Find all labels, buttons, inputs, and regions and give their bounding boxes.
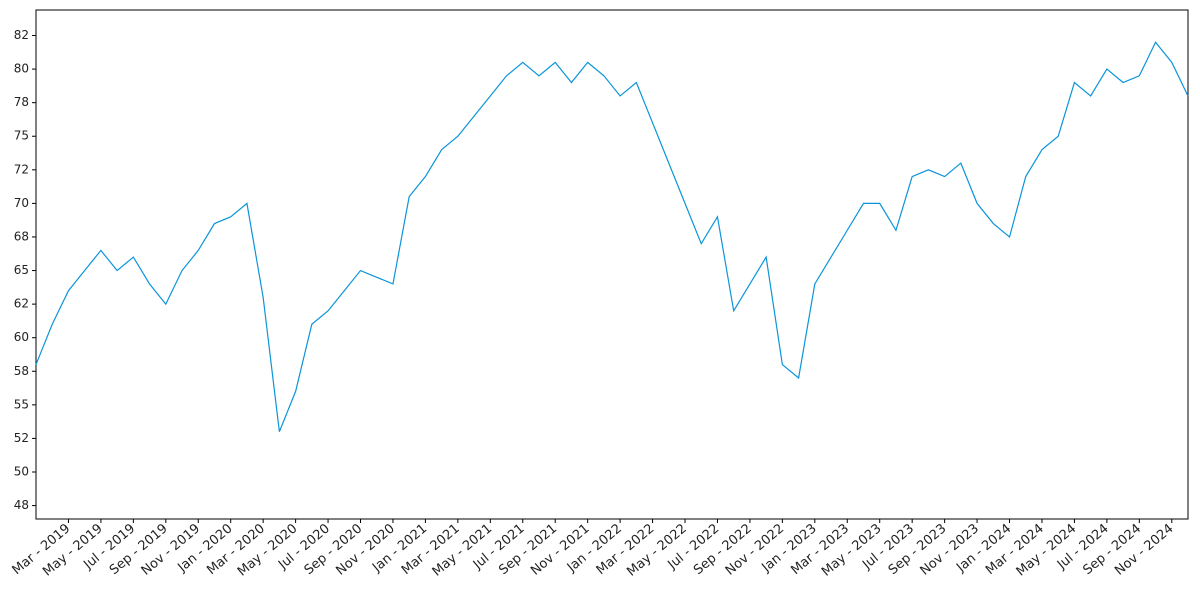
y-tick-label: 75 bbox=[14, 129, 29, 143]
y-tick-label: 60 bbox=[14, 330, 29, 344]
y-tick-label: 65 bbox=[14, 263, 29, 277]
line-series bbox=[35, 41, 1189, 432]
y-tick-label: 82 bbox=[14, 28, 29, 42]
y-tick-label: 70 bbox=[14, 196, 29, 210]
y-tick-label: 52 bbox=[14, 431, 29, 445]
y-tick-label: 68 bbox=[14, 229, 29, 243]
y-tick-label: 50 bbox=[14, 464, 29, 478]
y-tick-label: 72 bbox=[14, 162, 29, 176]
y-tick-label: 58 bbox=[14, 364, 29, 378]
plot-frame bbox=[35, 9, 1189, 520]
y-tick-label: 48 bbox=[14, 498, 29, 512]
y-tick-label: 62 bbox=[14, 297, 29, 311]
y-tick-label: 80 bbox=[14, 62, 29, 76]
y-tick-label: 78 bbox=[14, 95, 29, 109]
y-tick-label: 55 bbox=[14, 397, 29, 411]
